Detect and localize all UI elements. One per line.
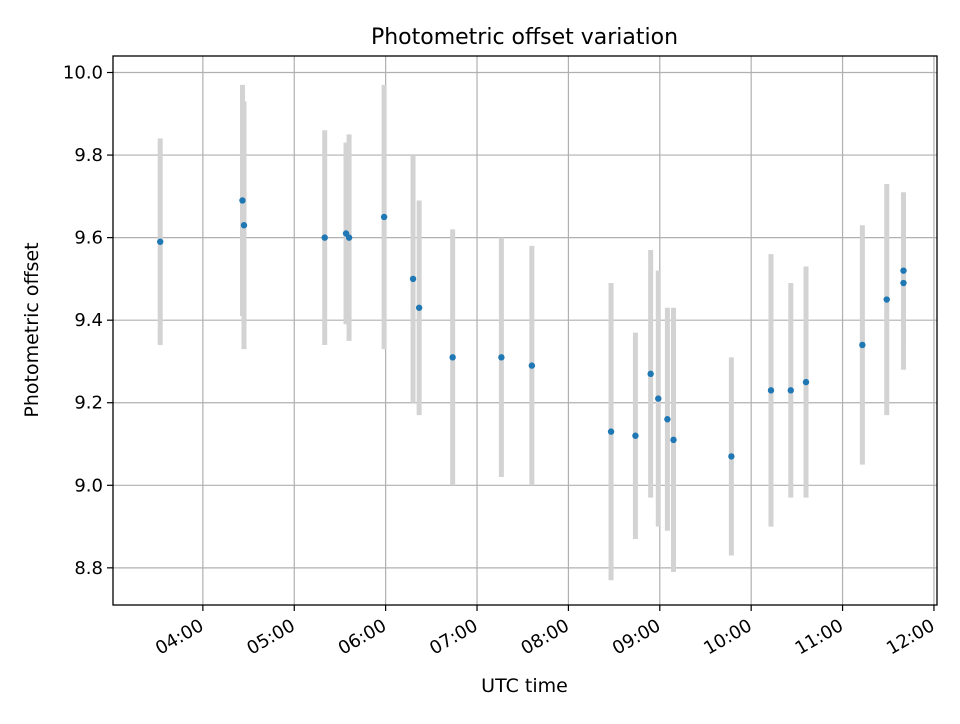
data-point — [321, 234, 328, 241]
y-tick-label: 9.2 — [74, 393, 103, 414]
data-point — [670, 436, 677, 444]
y-tick-label: 9.8 — [74, 145, 103, 166]
x-tick-label: 10:00 — [700, 615, 755, 659]
y-ticks: 8.8 9.0 9.2 9.4 9.6 9.8 10.0 — [63, 63, 113, 579]
data-point — [802, 378, 810, 386]
x-tick-label: 08:00 — [517, 615, 572, 659]
points — [157, 197, 907, 460]
data-point — [787, 387, 794, 394]
data-point — [728, 453, 735, 460]
data-point — [409, 275, 417, 283]
data-point — [900, 267, 907, 274]
x-ticks: 04:00 05:00 06:00 07:00 08:00 09:00 10:00 11:00… — [152, 605, 938, 659]
data-point — [883, 296, 890, 303]
y-tick-label: 9.6 — [74, 228, 103, 249]
data-point — [240, 222, 248, 229]
data-point — [157, 238, 164, 245]
data-point — [767, 387, 775, 394]
plot-frame — [112, 55, 938, 606]
data-point — [647, 370, 654, 378]
y-tick-label: 9.0 — [74, 475, 103, 496]
data-point — [528, 362, 536, 369]
x-tick-label: 12:00 — [883, 615, 938, 659]
data-point — [498, 354, 505, 361]
data-point — [607, 428, 615, 435]
x-tick-label: 11:00 — [792, 615, 847, 659]
data-point — [380, 213, 388, 221]
x-tick-label: 09:00 — [609, 615, 664, 659]
errorbars — [157, 84, 906, 581]
x-tick-label: 06:00 — [335, 615, 390, 659]
data-point — [345, 234, 353, 241]
data-point — [415, 304, 423, 311]
y-tick-label: 9.4 — [74, 310, 103, 331]
y-axis-label: Photometric offset — [21, 242, 43, 417]
chart-title: Photometric offset variation — [371, 25, 678, 50]
data-point — [900, 279, 907, 287]
y-tick-label: 8.8 — [74, 558, 103, 579]
data-point — [449, 354, 456, 361]
x-tick-label: 07:00 — [426, 615, 481, 659]
x-axis-label: UTC time — [481, 675, 568, 697]
data-point — [664, 416, 671, 423]
data-point — [239, 197, 246, 204]
data-point — [859, 341, 866, 349]
data-point — [655, 395, 662, 402]
x-tick-label: 04:00 — [152, 615, 207, 659]
y-tick-label: 10.0 — [63, 63, 103, 84]
grid — [113, 56, 937, 605]
data-point — [632, 432, 639, 439]
x-tick-label: 05:00 — [243, 615, 298, 659]
